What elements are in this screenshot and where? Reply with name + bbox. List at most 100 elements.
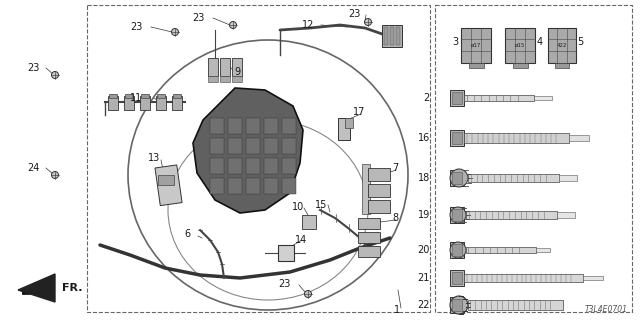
Bar	[464, 274, 583, 282]
Bar	[468, 300, 563, 310]
Bar	[232, 76, 242, 82]
Bar	[557, 212, 575, 218]
Bar	[452, 209, 462, 221]
Bar	[468, 62, 483, 68]
Bar	[452, 132, 462, 144]
Circle shape	[450, 242, 466, 258]
Bar	[450, 242, 464, 258]
Bar	[282, 158, 296, 174]
Bar	[141, 94, 149, 98]
Text: 422: 422	[557, 43, 567, 47]
Bar	[246, 138, 260, 154]
Bar	[338, 118, 350, 140]
Text: 14: 14	[295, 235, 307, 245]
Bar	[368, 184, 390, 197]
Bar	[232, 58, 242, 76]
Text: 4: 4	[537, 37, 543, 47]
Bar	[536, 248, 550, 252]
Text: 23: 23	[278, 279, 291, 289]
Text: 13: 13	[148, 153, 160, 163]
Bar	[368, 200, 390, 213]
Text: 12: 12	[302, 20, 314, 30]
Bar	[464, 95, 534, 101]
Bar	[464, 133, 569, 143]
Text: 19: 19	[418, 210, 430, 220]
Bar	[246, 158, 260, 174]
Text: 24: 24	[27, 163, 40, 173]
Bar	[450, 90, 464, 106]
Bar	[559, 175, 577, 181]
Text: 23: 23	[27, 63, 40, 73]
Bar	[282, 178, 296, 194]
Polygon shape	[193, 88, 303, 213]
Bar	[228, 178, 242, 194]
Bar	[548, 28, 576, 62]
Bar	[461, 28, 491, 62]
Circle shape	[450, 169, 468, 187]
Bar	[264, 118, 278, 134]
Bar	[156, 96, 166, 110]
Bar	[108, 96, 118, 110]
Bar	[396, 27, 400, 45]
Bar	[362, 164, 370, 214]
Bar	[583, 276, 603, 280]
Text: 8: 8	[392, 213, 398, 223]
Bar	[208, 58, 218, 76]
Bar	[358, 246, 380, 257]
Bar	[452, 299, 462, 311]
Bar	[109, 94, 117, 98]
Bar	[210, 138, 224, 154]
Text: 16: 16	[418, 133, 430, 143]
Bar	[172, 96, 182, 110]
Bar	[368, 168, 390, 181]
Bar	[452, 92, 462, 104]
Bar	[124, 96, 134, 110]
Circle shape	[365, 19, 371, 26]
Bar	[210, 178, 224, 194]
Text: 23: 23	[130, 22, 142, 32]
Text: ø17: ø17	[471, 43, 481, 47]
Bar	[264, 138, 278, 154]
Bar	[450, 207, 464, 223]
Bar	[345, 118, 353, 128]
Text: ø15: ø15	[515, 43, 525, 47]
Text: 18: 18	[418, 173, 430, 183]
Text: FR.: FR.	[62, 283, 83, 293]
Bar	[384, 27, 388, 45]
Bar	[534, 96, 552, 100]
Text: 22: 22	[417, 300, 430, 310]
Text: 6: 6	[184, 229, 190, 239]
Text: 1: 1	[394, 305, 400, 315]
Bar	[513, 62, 527, 68]
Bar	[228, 138, 242, 154]
Bar	[466, 211, 557, 219]
Bar	[208, 76, 218, 82]
Bar	[158, 175, 174, 185]
Bar	[358, 232, 380, 243]
Bar	[155, 165, 182, 206]
Bar	[468, 174, 559, 182]
Bar	[246, 118, 260, 134]
Bar	[450, 270, 464, 286]
Circle shape	[305, 291, 312, 298]
Bar	[87, 5, 430, 312]
Bar	[282, 138, 296, 154]
Text: 7: 7	[392, 163, 398, 173]
Text: 11: 11	[130, 93, 142, 103]
Circle shape	[172, 28, 179, 36]
Bar	[246, 178, 260, 194]
Bar	[278, 245, 294, 261]
Text: 17: 17	[353, 107, 365, 117]
Bar	[390, 27, 394, 45]
Bar	[210, 118, 224, 134]
Text: 3: 3	[452, 37, 458, 47]
Bar	[569, 135, 589, 141]
Bar	[173, 94, 181, 98]
Bar	[302, 215, 316, 229]
Circle shape	[51, 172, 58, 179]
Bar	[220, 76, 230, 82]
Text: 23: 23	[348, 9, 360, 19]
Bar	[450, 170, 464, 186]
Circle shape	[450, 296, 468, 314]
Bar	[450, 130, 464, 146]
